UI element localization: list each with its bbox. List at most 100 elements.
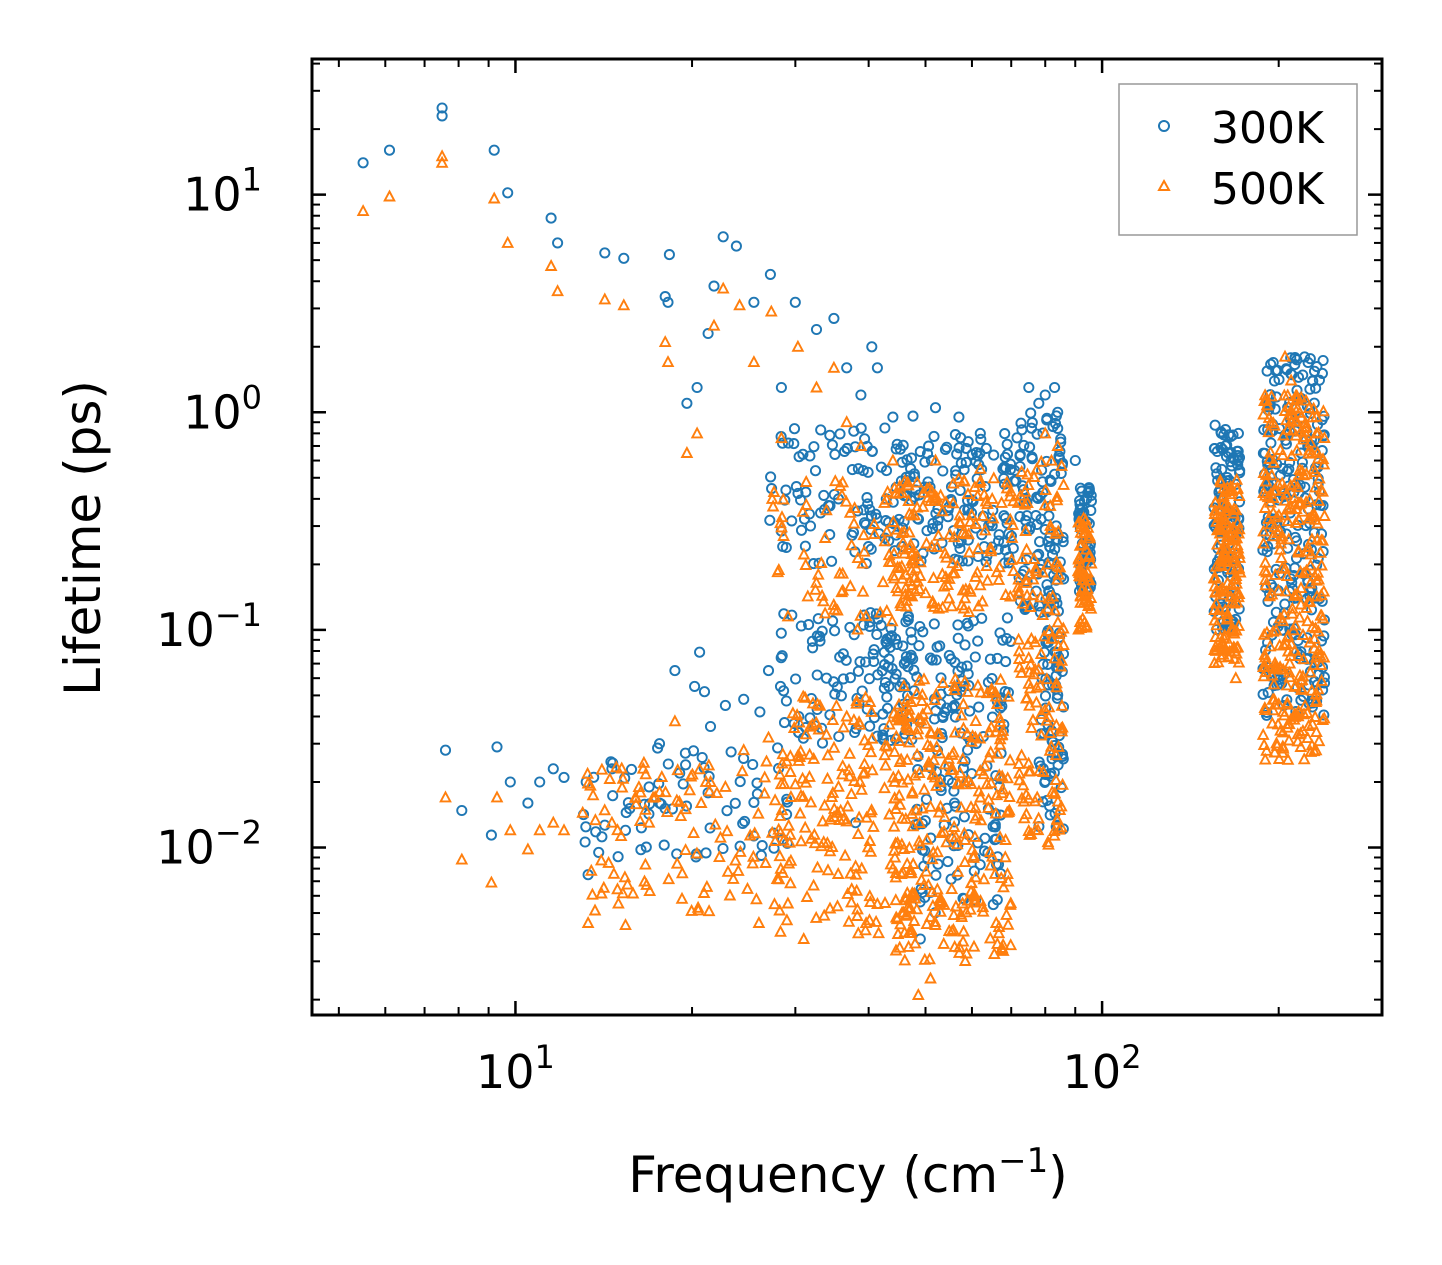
data-point-500k (967, 939, 981, 952)
data-point-500k (1043, 725, 1057, 738)
data-point-500k (1297, 566, 1311, 579)
data-point-500k (864, 805, 877, 818)
data-point-500k (1306, 717, 1319, 730)
data-point-500k (1042, 591, 1056, 604)
data-point-500k (1051, 438, 1065, 451)
data-point-500k (864, 895, 877, 908)
data-point-500k (1277, 428, 1290, 441)
data-point-500k (1036, 764, 1050, 777)
data-point-300k (826, 555, 838, 567)
data-point-300k (1004, 464, 1016, 476)
data-point-300k (962, 668, 974, 680)
data-point-500k (1055, 820, 1068, 833)
data-point-300k (974, 427, 986, 439)
data-point-500k (773, 903, 786, 916)
data-point-500k (1224, 589, 1238, 602)
data-point-500k (655, 769, 669, 782)
data-point-300k (788, 423, 801, 435)
data-point-300k (780, 541, 792, 554)
data-point-500k (1257, 627, 1271, 640)
data-point-300k (635, 822, 647, 834)
data-point-300k (930, 654, 942, 666)
data-point-500k (823, 901, 837, 914)
y-tick-base: 10 (183, 168, 242, 222)
data-point-500k (937, 897, 951, 910)
data-point-500k (910, 500, 924, 513)
legend-marker-500k (1157, 178, 1171, 191)
data-point-500k (974, 473, 987, 486)
data-point-500k (998, 850, 1012, 863)
data-point-300k (545, 212, 557, 224)
data-point-500k (1050, 489, 1064, 502)
data-point-500k (1284, 373, 1298, 386)
data-point-500k (605, 815, 619, 828)
data-point-500k (1291, 649, 1305, 662)
data-point-300k (997, 463, 1009, 475)
data-point-500k (1015, 748, 1028, 761)
data-point-500k (886, 453, 900, 466)
data-point-500k (1299, 419, 1313, 432)
data-point-500k (968, 892, 982, 905)
data-point-500k (917, 782, 931, 795)
data-point-300k (913, 640, 925, 652)
data-point-300k (914, 446, 926, 458)
data-point-500k (971, 542, 985, 555)
data-point-500k (973, 461, 987, 474)
y-tick-exponent: −1 (215, 596, 262, 634)
data-point-500k (1079, 542, 1093, 555)
data-point-500k (690, 846, 704, 859)
data-point-500k (880, 524, 894, 537)
data-point-300k (1289, 352, 1301, 364)
data-point-300k (485, 829, 497, 841)
data-point-300k (754, 706, 766, 718)
data-point-500k (1208, 503, 1222, 516)
data-point-300k (952, 619, 964, 631)
data-point-500k (653, 784, 666, 797)
data-point-500k (843, 746, 857, 759)
y-tick-label: 100 (183, 378, 262, 439)
data-point-500k (992, 768, 1006, 781)
data-point-500k (957, 721, 970, 734)
data-point-500k (584, 863, 598, 876)
data-point-500k (885, 555, 898, 568)
data-point-500k (929, 687, 943, 700)
data-point-500k (581, 915, 595, 928)
data-point-500k (969, 714, 983, 727)
data-point-500k (697, 885, 711, 898)
data-point-500k (1265, 716, 1279, 729)
data-point-300k (1274, 469, 1286, 481)
data-point-500k (615, 780, 629, 793)
data-point-300k (1228, 453, 1240, 465)
data-point-300k (984, 653, 996, 665)
data-point-500k (984, 858, 997, 871)
data-point-500k (1301, 539, 1315, 552)
data-point-500k (948, 678, 961, 691)
data-point-500k (1308, 465, 1322, 478)
data-point-500k (1258, 703, 1272, 716)
data-point-500k (980, 559, 994, 572)
data-point-500k (773, 849, 787, 862)
data-point-500k (487, 191, 501, 204)
data-point-300k (867, 648, 879, 660)
data-point-500k (954, 800, 968, 813)
data-point-300k (941, 802, 953, 814)
data-point-500k (731, 863, 745, 876)
data-point-300k (1233, 603, 1245, 615)
data-point-500k (1015, 551, 1029, 564)
data-point-500k (501, 235, 515, 248)
data-point-500k (1030, 695, 1043, 708)
data-point-500k (910, 747, 924, 760)
data-point-500k (974, 685, 988, 698)
data-point-500k (878, 781, 891, 794)
data-point-500k (980, 777, 994, 790)
data-point-300k (988, 449, 1000, 461)
data-point-500k (1284, 648, 1297, 661)
data-point-500k (899, 893, 912, 906)
data-point-500k (1054, 721, 1068, 734)
data-point-500k (929, 917, 942, 930)
data-point-300k (677, 778, 689, 790)
data-point-500k (1076, 611, 1090, 624)
data-point-500k (930, 540, 944, 553)
data-point-500k (642, 815, 656, 828)
data-point-300k (504, 776, 516, 788)
